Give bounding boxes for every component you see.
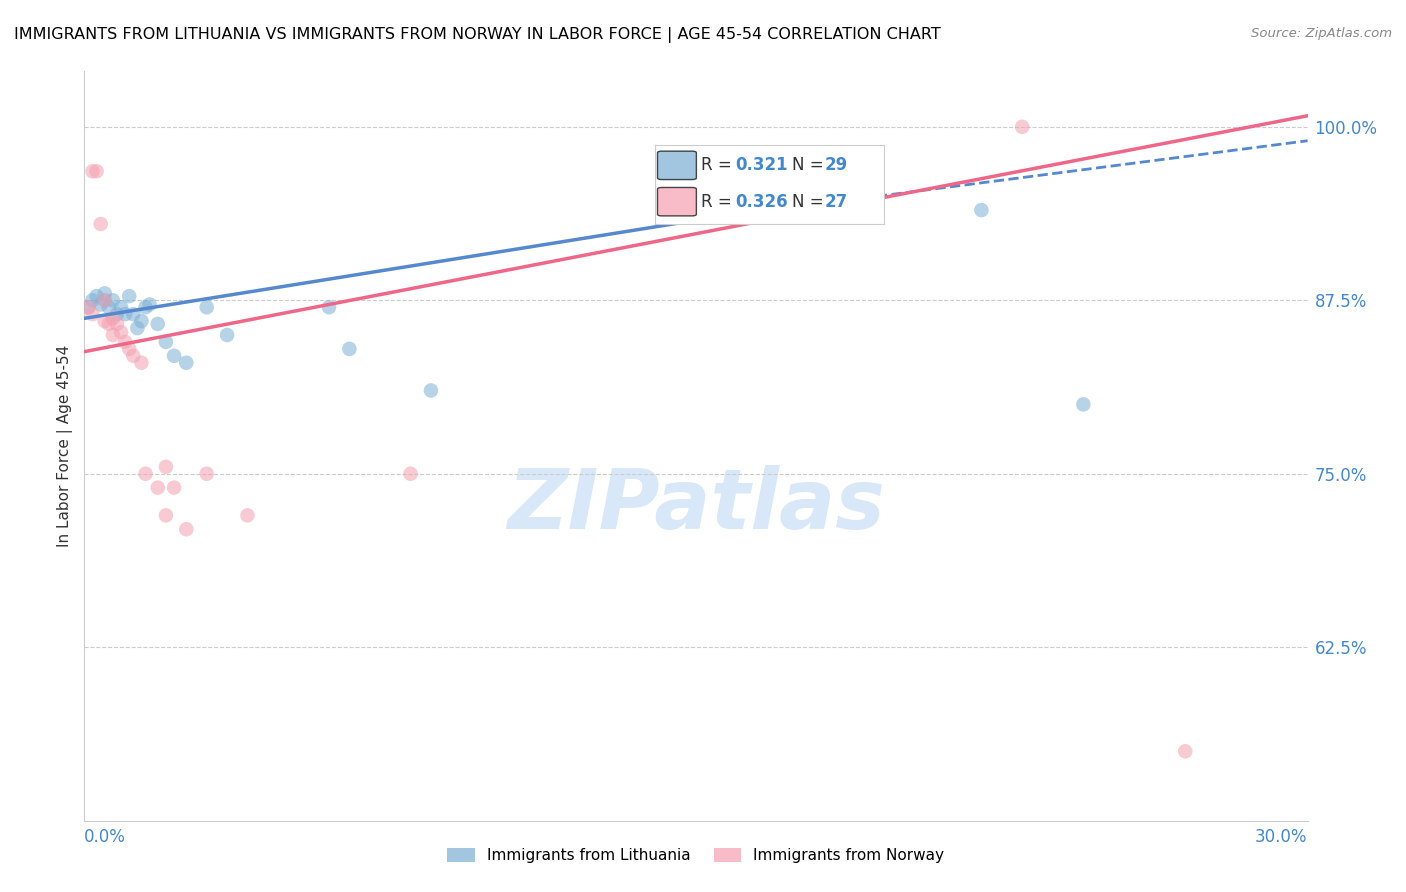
Point <box>82 293 104 308</box>
Point <box>77 300 100 314</box>
Point <box>86 289 108 303</box>
Point <box>1011 120 1033 134</box>
Y-axis label: In Labor Force | Age 45-54: In Labor Force | Age 45-54 <box>58 345 73 547</box>
FancyBboxPatch shape <box>658 151 696 179</box>
Point <box>93 286 115 301</box>
Point <box>97 317 120 331</box>
Point <box>195 300 218 314</box>
Text: 0.326: 0.326 <box>735 193 787 211</box>
Point <box>105 307 128 321</box>
Point <box>155 334 177 349</box>
Point <box>105 317 128 331</box>
Point <box>101 311 124 326</box>
Point <box>174 522 197 536</box>
Point <box>135 300 157 314</box>
Point <box>110 300 132 314</box>
Point <box>399 467 422 481</box>
Point <box>138 297 160 311</box>
Point <box>93 293 115 308</box>
Point <box>146 317 169 331</box>
Point <box>217 328 239 343</box>
Point <box>82 164 104 178</box>
Point <box>122 349 145 363</box>
Point <box>174 356 197 370</box>
Point <box>118 342 141 356</box>
Point <box>131 356 153 370</box>
Text: R =: R = <box>702 193 737 211</box>
Point <box>339 342 361 356</box>
Point <box>77 300 100 314</box>
Point <box>86 164 108 178</box>
Text: ZIPatlas: ZIPatlas <box>508 466 884 547</box>
Point <box>114 334 136 349</box>
Point <box>90 217 112 231</box>
Point <box>163 349 186 363</box>
Text: N =: N = <box>793 193 830 211</box>
Point <box>97 300 120 314</box>
Point <box>318 300 340 314</box>
Point <box>1073 397 1095 411</box>
Text: 27: 27 <box>824 193 848 211</box>
Text: 0.321: 0.321 <box>735 156 787 174</box>
Point <box>114 307 136 321</box>
Text: 0.0%: 0.0% <box>84 828 127 846</box>
Point <box>93 314 115 328</box>
Text: N =: N = <box>793 156 830 174</box>
Point <box>101 293 124 308</box>
Point <box>110 325 132 339</box>
Point <box>1174 744 1197 758</box>
Point <box>163 481 186 495</box>
Point <box>82 307 104 321</box>
Point <box>706 189 728 203</box>
Point <box>122 307 145 321</box>
Point <box>970 203 993 218</box>
Point <box>127 321 149 335</box>
Point <box>131 314 153 328</box>
FancyBboxPatch shape <box>658 187 696 216</box>
Point <box>90 297 112 311</box>
Text: 29: 29 <box>824 156 848 174</box>
Point <box>155 508 177 523</box>
Point <box>236 508 259 523</box>
Point <box>101 328 124 343</box>
Text: 30.0%: 30.0% <box>1256 828 1308 846</box>
Legend: Immigrants from Lithuania, Immigrants from Norway: Immigrants from Lithuania, Immigrants fr… <box>441 842 950 869</box>
Point <box>135 467 157 481</box>
Point <box>93 293 115 308</box>
Text: IMMIGRANTS FROM LITHUANIA VS IMMIGRANTS FROM NORWAY IN LABOR FORCE | AGE 45-54 C: IMMIGRANTS FROM LITHUANIA VS IMMIGRANTS … <box>14 27 941 43</box>
Point <box>146 481 169 495</box>
Point <box>155 459 177 474</box>
Point <box>420 384 443 398</box>
Text: R =: R = <box>702 156 737 174</box>
Point <box>195 467 218 481</box>
Text: Source: ZipAtlas.com: Source: ZipAtlas.com <box>1251 27 1392 40</box>
Point <box>118 289 141 303</box>
